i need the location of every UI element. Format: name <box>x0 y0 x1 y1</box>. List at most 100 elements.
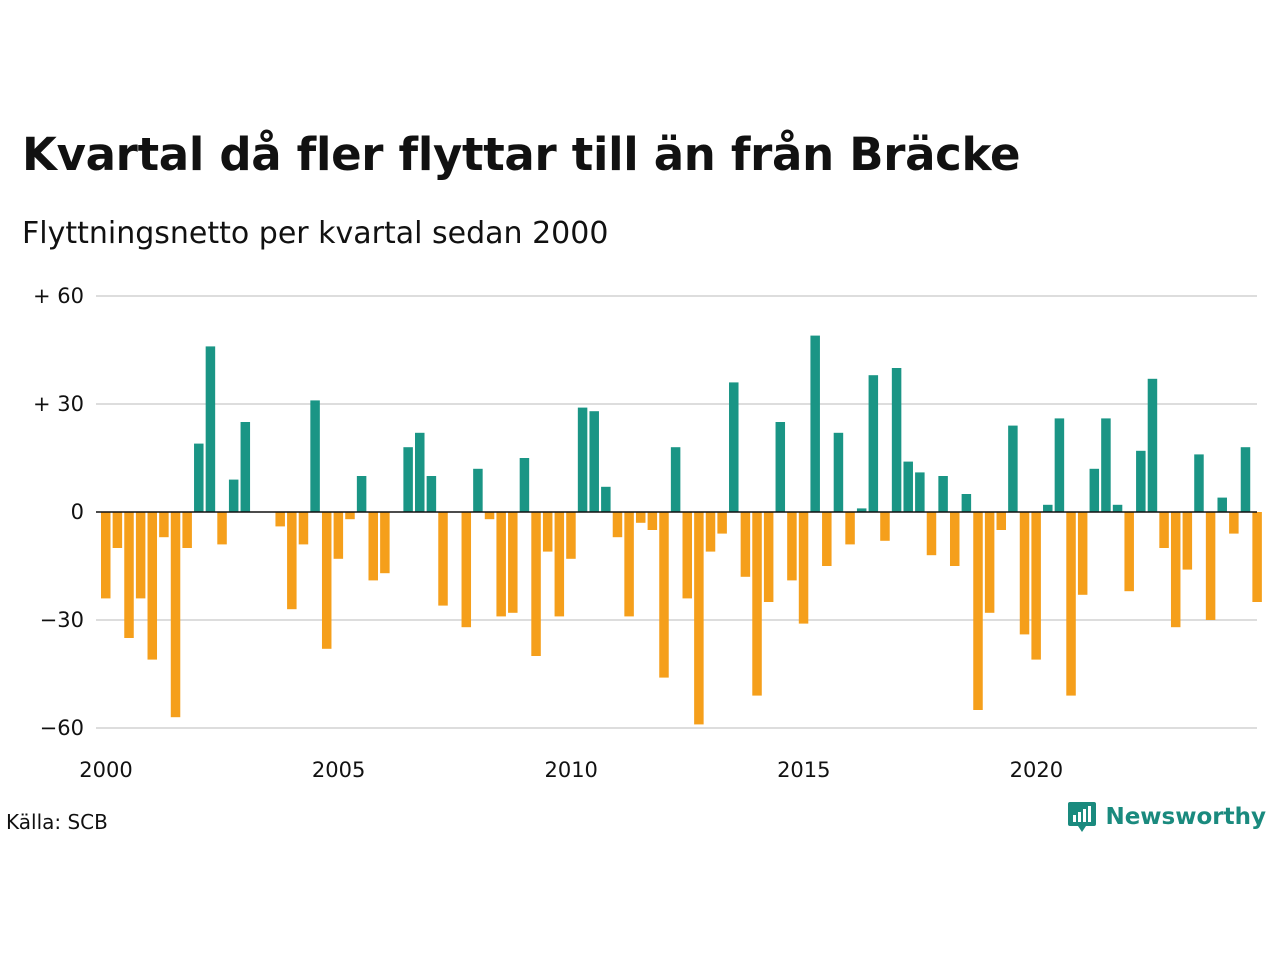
x-tick-label: 2010 <box>544 758 597 782</box>
brand-logo[interactable]: Newsworthy <box>1067 800 1266 834</box>
bar <box>275 512 285 527</box>
grid-lines <box>96 295 1257 729</box>
bar <box>403 447 413 512</box>
bar <box>682 512 692 599</box>
bar <box>1136 450 1146 512</box>
bar <box>787 512 797 581</box>
bar <box>1182 512 1193 570</box>
bar <box>752 512 762 696</box>
bar <box>205 346 216 512</box>
bar <box>356 476 367 512</box>
bar <box>508 512 518 613</box>
bar <box>1194 454 1204 512</box>
bar <box>822 512 832 566</box>
bar <box>659 512 669 678</box>
bar <box>496 512 506 617</box>
bar <box>903 461 913 512</box>
x-tick-label: 2015 <box>777 758 830 782</box>
bar <box>705 512 716 552</box>
bar <box>868 375 879 512</box>
bar <box>228 479 239 512</box>
bar <box>856 508 867 512</box>
bar <box>1112 504 1123 512</box>
bar <box>1205 512 1216 620</box>
brand-name: Newsworthy <box>1105 804 1266 830</box>
bar <box>589 411 599 512</box>
y-tick-label: + 30 <box>33 392 84 416</box>
bar <box>694 512 704 725</box>
x-tick-label: 2020 <box>1010 758 1063 782</box>
chart-title: Kvartal då fler flyttar till än från Brä… <box>22 128 1021 181</box>
bar <box>1147 378 1158 512</box>
bar <box>484 512 495 520</box>
bar <box>961 494 972 512</box>
bar <box>542 512 553 552</box>
bar <box>1159 512 1169 548</box>
bar <box>1077 512 1088 595</box>
bar <box>763 512 774 602</box>
bar <box>1054 418 1065 512</box>
bar <box>194 443 204 512</box>
bar <box>438 512 448 606</box>
bar <box>1019 512 1030 635</box>
bar <box>112 512 123 548</box>
bar <box>368 512 378 581</box>
bar <box>915 472 925 512</box>
bar <box>170 512 181 718</box>
bar <box>101 512 111 599</box>
bar <box>880 512 890 541</box>
bar <box>159 512 169 538</box>
bar <box>775 422 786 512</box>
bar <box>531 512 541 656</box>
bar <box>926 512 937 556</box>
bar <box>1124 512 1134 592</box>
bar <box>845 512 855 545</box>
bar <box>1008 425 1018 512</box>
bar <box>938 476 948 512</box>
bar <box>729 382 739 512</box>
bar <box>601 486 611 512</box>
bar <box>287 512 297 610</box>
bar <box>1170 512 1181 628</box>
bar <box>1252 512 1262 602</box>
bar <box>298 512 309 545</box>
bar <box>217 512 227 545</box>
bar <box>996 512 1007 530</box>
bar <box>333 512 344 559</box>
bar <box>810 335 820 512</box>
bar <box>1066 512 1076 696</box>
bar <box>949 512 960 566</box>
bar <box>554 512 565 617</box>
bar <box>1031 512 1041 660</box>
bar <box>647 512 658 530</box>
bar <box>124 512 134 638</box>
x-axis-ticks: 2000 2005 2010 2015 2020 <box>79 758 1063 782</box>
y-tick-label: −30 <box>40 608 84 632</box>
bar <box>345 512 355 520</box>
bar <box>1043 504 1053 512</box>
bar <box>519 458 530 512</box>
y-tick-label: 0 <box>71 500 84 524</box>
bar <box>973 512 983 710</box>
bar <box>182 512 192 548</box>
x-tick-label: 2000 <box>79 758 132 782</box>
y-axis-ticks: + 60 + 30 0 −30 −60 <box>33 284 84 740</box>
bar <box>240 422 251 512</box>
bar-chart: + 60 + 30 0 −30 −60 2000 2005 2010 2015 2020 <box>33 284 1262 782</box>
bar <box>798 512 809 624</box>
bar <box>670 447 681 512</box>
bar <box>740 512 751 577</box>
bar <box>577 407 588 512</box>
bar <box>1217 497 1227 512</box>
bars <box>101 335 1262 725</box>
bar <box>415 432 425 512</box>
bar <box>310 400 320 512</box>
bar <box>612 512 623 538</box>
bar <box>1229 512 1239 534</box>
bar <box>380 512 390 574</box>
source-note: Källa: SCB <box>6 810 108 834</box>
x-tick-label: 2005 <box>312 758 365 782</box>
y-tick-label: −60 <box>40 716 84 740</box>
bar <box>426 476 437 512</box>
bar <box>461 512 472 628</box>
